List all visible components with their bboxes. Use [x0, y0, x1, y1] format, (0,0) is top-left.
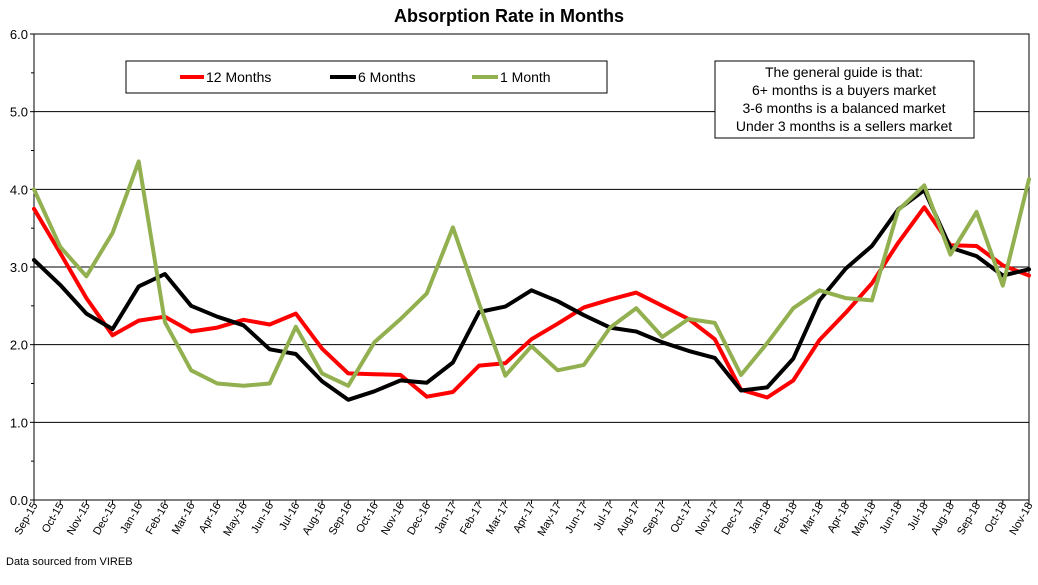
- legend-label-12-months: 12 Months: [206, 69, 271, 85]
- y-axis-ticks: 0.0 1.0 2.0 3.0 4.0 5.0 6.0: [10, 27, 34, 508]
- legend-label-1-month: 1 Month: [500, 69, 551, 85]
- legend-box: [125, 60, 608, 94]
- y-tick-label: 6.0: [10, 27, 28, 42]
- series-line-6-months: [32, 188, 1031, 402]
- series-line-1-month: [32, 159, 1031, 388]
- series-lines: [32, 159, 1031, 402]
- source-note: Data sourced from VIREB: [6, 556, 133, 568]
- y-tick-label: 3.0: [10, 260, 28, 275]
- legend-label-6-months: 6 Months: [358, 69, 416, 85]
- legend: 12 Months 6 Months 1 Month: [125, 60, 608, 94]
- y-tick-label: 0.0: [10, 493, 28, 508]
- chart-title: Absorption Rate in Months: [394, 6, 624, 26]
- series-line-12-months: [32, 205, 1031, 400]
- y-tick-label: 2.0: [10, 338, 28, 353]
- annotation-line-2: 6+ months is a buyers market: [752, 82, 936, 98]
- annotation-line-1: The general guide is that:: [765, 64, 923, 80]
- y-tick-label: 4.0: [10, 182, 28, 197]
- market-guide-annotation: The general guide is that: 6+ months is …: [714, 60, 975, 139]
- annotation-line-3: 3-6 months is a balanced market: [742, 100, 945, 116]
- y-tick-label: 1.0: [10, 415, 28, 430]
- annotation-box: [714, 60, 975, 139]
- annotation-line-4: Under 3 months is a sellers market: [736, 118, 952, 134]
- y-tick-label: 5.0: [10, 105, 28, 120]
